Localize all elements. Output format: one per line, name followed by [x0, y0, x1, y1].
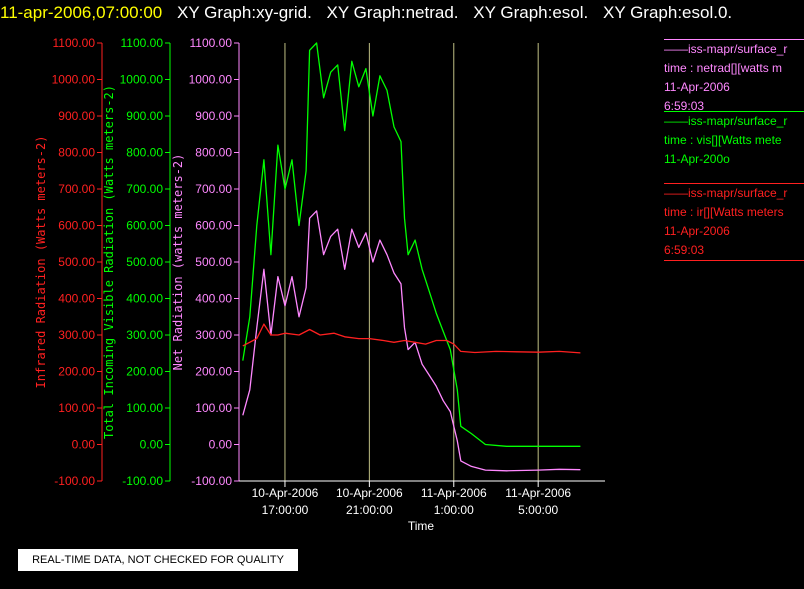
y-tick-label-net: 1100.00 — [190, 36, 233, 50]
y-tick-label-net: -100.00 — [191, 474, 232, 488]
legend-source: ——iss-mapr/surface_r — [664, 114, 788, 128]
y-tick-label-net: 900.00 — [195, 109, 232, 123]
title-bar: 11-apr-2006,07:00:00 XY Graph:xy-grid. X… — [0, 3, 732, 25]
x-tick-label-time: 5:00:00 — [518, 503, 558, 517]
y-tick-label-net: 500.00 — [195, 255, 232, 269]
legend-date: 11-Apr-2006 — [664, 80, 730, 94]
y-tick-label-ir: 900.00 — [58, 109, 95, 123]
y-tick-label-net: 700.00 — [195, 182, 232, 196]
legend-date: 11-Apr-2006 — [664, 224, 730, 238]
legend-rule — [664, 111, 804, 112]
y-tick-label-ir: 100.00 — [58, 401, 95, 415]
legend-time: 6:59:03 — [664, 243, 705, 257]
series-line-net — [242, 210, 581, 472]
y-tick-label-vis: 400.00 — [126, 292, 163, 306]
y-tick-label-vis: 1100.00 — [121, 36, 164, 50]
legend-source: ——iss-mapr/surface_r — [664, 42, 788, 56]
y-tick-label-vis: 600.00 — [126, 219, 163, 233]
y-axis-title-ir: Infrared Radiation (Watts meters-2) — [34, 136, 48, 389]
series-line-ir — [242, 323, 581, 354]
graph-name-xy-grid[interactable]: XY Graph:xy-grid. — [177, 3, 312, 22]
legend-field: time : netrad[][watts m — [664, 61, 783, 75]
y-tick-label-ir: 300.00 — [58, 328, 95, 342]
y-tick-label-vis: -100.00 — [122, 474, 163, 488]
series-line-vis — [242, 42, 581, 447]
y-tick-label-net: 600.00 — [195, 219, 232, 233]
graph-name-netrad[interactable]: XY Graph:netrad. — [326, 3, 459, 22]
legend-rule — [664, 260, 804, 261]
graph-name-esol[interactable]: XY Graph:esol. — [473, 3, 589, 22]
y-tick-label-net: 800.00 — [195, 146, 232, 160]
legend-entry-vis[interactable]: ——iss-mapr/surface_r time : vis[][Watts … — [664, 111, 804, 169]
x-axis-title: Time — [408, 519, 435, 533]
y-tick-label-vis: 700.00 — [126, 182, 163, 196]
x-tick-label-time: 1:00:00 — [434, 503, 474, 517]
y-tick-label-vis: 500.00 — [126, 255, 163, 269]
y-tick-label-net: 100.00 — [195, 401, 232, 415]
x-tick-label-date: 10-Apr-2006 — [252, 486, 319, 500]
x-tick-label-time: 17:00:00 — [262, 503, 309, 517]
legend-time: 6:59:03 — [664, 99, 705, 113]
y-tick-label-ir: 1000.00 — [52, 73, 96, 87]
y-tick-label-net: 200.00 — [195, 365, 232, 379]
y-tick-label-ir: -100.00 — [54, 474, 95, 488]
legend-rule — [664, 39, 804, 40]
y-tick-label-net: 400.00 — [195, 292, 232, 306]
y-tick-label-ir: 200.00 — [58, 365, 95, 379]
y-tick-label-vis: 900.00 — [126, 109, 163, 123]
legend-field: time : vis[][Watts mete — [664, 133, 782, 147]
y-tick-label-vis: 800.00 — [126, 146, 163, 160]
y-tick-label-ir: 400.00 — [58, 292, 95, 306]
y-tick-label-ir: 0.00 — [72, 438, 96, 452]
legend-date: 11-Apr-200o — [664, 152, 730, 166]
legend-rule — [664, 183, 804, 184]
x-tick-label-date: 11-Apr-2006 — [421, 486, 487, 500]
y-axis-title-net: Net Radiation (watts meters-2) — [171, 154, 185, 371]
y-tick-label-ir: 1100.00 — [53, 36, 96, 50]
legend-field: time : ir[][Watts meters — [664, 205, 784, 219]
y-tick-label-ir: 700.00 — [58, 182, 95, 196]
legend-entry-ir[interactable]: ——iss-mapr/surface_r time : ir[][Watts m… — [664, 183, 804, 261]
y-tick-label-net: 0.00 — [209, 438, 233, 452]
y-tick-label-vis: 100.00 — [126, 401, 163, 415]
y-tick-label-ir: 500.00 — [58, 255, 95, 269]
y-tick-label-ir: 800.00 — [58, 146, 95, 160]
x-tick-label-time: 21:00:00 — [346, 503, 393, 517]
y-axis-title-vis: Total Incoming Visible Radiation (Watts … — [102, 85, 116, 439]
legend-entry-netrad[interactable]: ——iss-mapr/surface_r time : netrad[][wat… — [664, 39, 804, 116]
y-tick-label-vis: 0.00 — [140, 438, 164, 452]
x-tick-label-date: 10-Apr-2006 — [336, 486, 403, 500]
y-tick-label-net: 300.00 — [195, 328, 232, 342]
title-timestamp: 11-apr-2006,07:00:00 — [0, 3, 163, 22]
y-tick-label-ir: 600.00 — [58, 219, 95, 233]
y-tick-label-vis: 1000.00 — [120, 73, 164, 87]
y-tick-label-vis: 300.00 — [126, 328, 163, 342]
quality-warning-label: REAL-TIME DATA, NOT CHECKED FOR QUALITY — [18, 549, 298, 571]
y-tick-label-net: 1000.00 — [189, 73, 233, 87]
y-tick-label-vis: 200.00 — [126, 365, 163, 379]
graph-name-esol-0[interactable]: XY Graph:esol.0. — [602, 3, 733, 22]
legend-source: ——iss-mapr/surface_r — [664, 186, 788, 200]
x-tick-label-date: 11-Apr-2006 — [505, 486, 571, 500]
